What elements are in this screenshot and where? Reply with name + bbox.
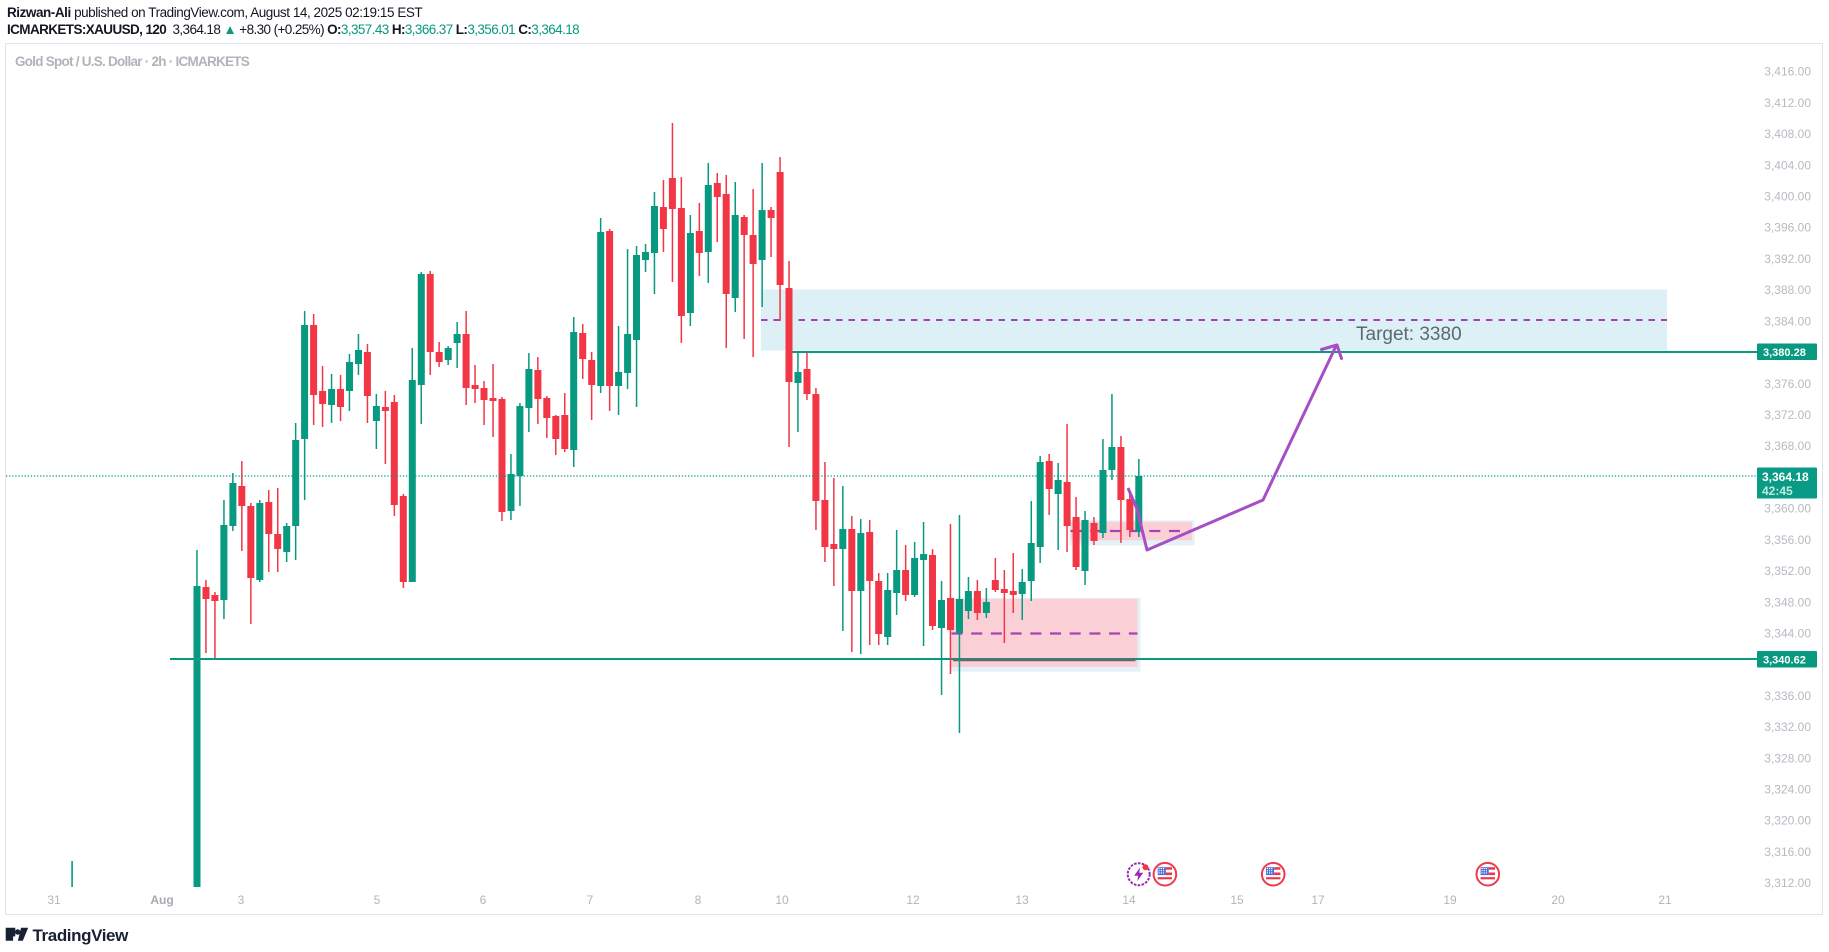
- svg-text:10: 10: [775, 893, 789, 907]
- svg-text:3,320.00: 3,320.00: [1764, 814, 1811, 828]
- svg-text:21: 21: [1658, 893, 1672, 907]
- svg-text:15: 15: [1230, 893, 1244, 907]
- svg-text:3,328.00: 3,328.00: [1764, 751, 1811, 765]
- svg-text:31: 31: [47, 893, 61, 907]
- svg-text:3,404.00: 3,404.00: [1764, 158, 1811, 172]
- svg-text:TradingView: TradingView: [33, 926, 130, 945]
- svg-text:3,352.00: 3,352.00: [1764, 564, 1811, 578]
- svg-text:3,412.00: 3,412.00: [1764, 96, 1811, 110]
- svg-text:19: 19: [1443, 893, 1457, 907]
- svg-text:3,400.00: 3,400.00: [1764, 190, 1811, 204]
- svg-text:3,408.00: 3,408.00: [1764, 127, 1811, 141]
- svg-text:5: 5: [374, 893, 381, 907]
- svg-text:3,372.00: 3,372.00: [1764, 408, 1811, 422]
- svg-text:3,376.00: 3,376.00: [1764, 377, 1811, 391]
- svg-text:14: 14: [1122, 893, 1136, 907]
- svg-text:8: 8: [695, 893, 702, 907]
- svg-text:3,396.00: 3,396.00: [1764, 221, 1811, 235]
- svg-text:3,356.00: 3,356.00: [1764, 533, 1811, 547]
- svg-text:3,316.00: 3,316.00: [1764, 845, 1811, 859]
- svg-text:6: 6: [480, 893, 487, 907]
- svg-text:3,380.28: 3,380.28: [1763, 347, 1806, 359]
- svg-text:3,364.18: 3,364.18: [1762, 470, 1809, 484]
- svg-text:3,340.62: 3,340.62: [1763, 655, 1806, 667]
- svg-text:3,416.00: 3,416.00: [1764, 65, 1811, 79]
- svg-text:3: 3: [238, 893, 245, 907]
- svg-text:3,384.00: 3,384.00: [1764, 314, 1811, 328]
- svg-text:Target: 3380: Target: 3380: [1356, 324, 1462, 345]
- svg-text:3,336.00: 3,336.00: [1764, 689, 1811, 703]
- svg-text:7: 7: [587, 893, 594, 907]
- svg-text:20: 20: [1551, 893, 1565, 907]
- svg-text:3,368.00: 3,368.00: [1764, 439, 1811, 453]
- svg-text:3,332.00: 3,332.00: [1764, 720, 1811, 734]
- svg-text:13: 13: [1015, 893, 1029, 907]
- svg-text:Aug: Aug: [150, 893, 173, 907]
- svg-text:42:45: 42:45: [1762, 484, 1793, 498]
- svg-text:17: 17: [1311, 893, 1325, 907]
- svg-text:12: 12: [906, 893, 920, 907]
- svg-text:3,312.00: 3,312.00: [1764, 876, 1811, 890]
- svg-text:3,348.00: 3,348.00: [1764, 595, 1811, 609]
- svg-text:3,388.00: 3,388.00: [1764, 283, 1811, 297]
- svg-text:3,344.00: 3,344.00: [1764, 627, 1811, 641]
- svg-text:3,392.00: 3,392.00: [1764, 252, 1811, 266]
- svg-text:3,324.00: 3,324.00: [1764, 783, 1811, 797]
- svg-text:3,360.00: 3,360.00: [1764, 502, 1811, 516]
